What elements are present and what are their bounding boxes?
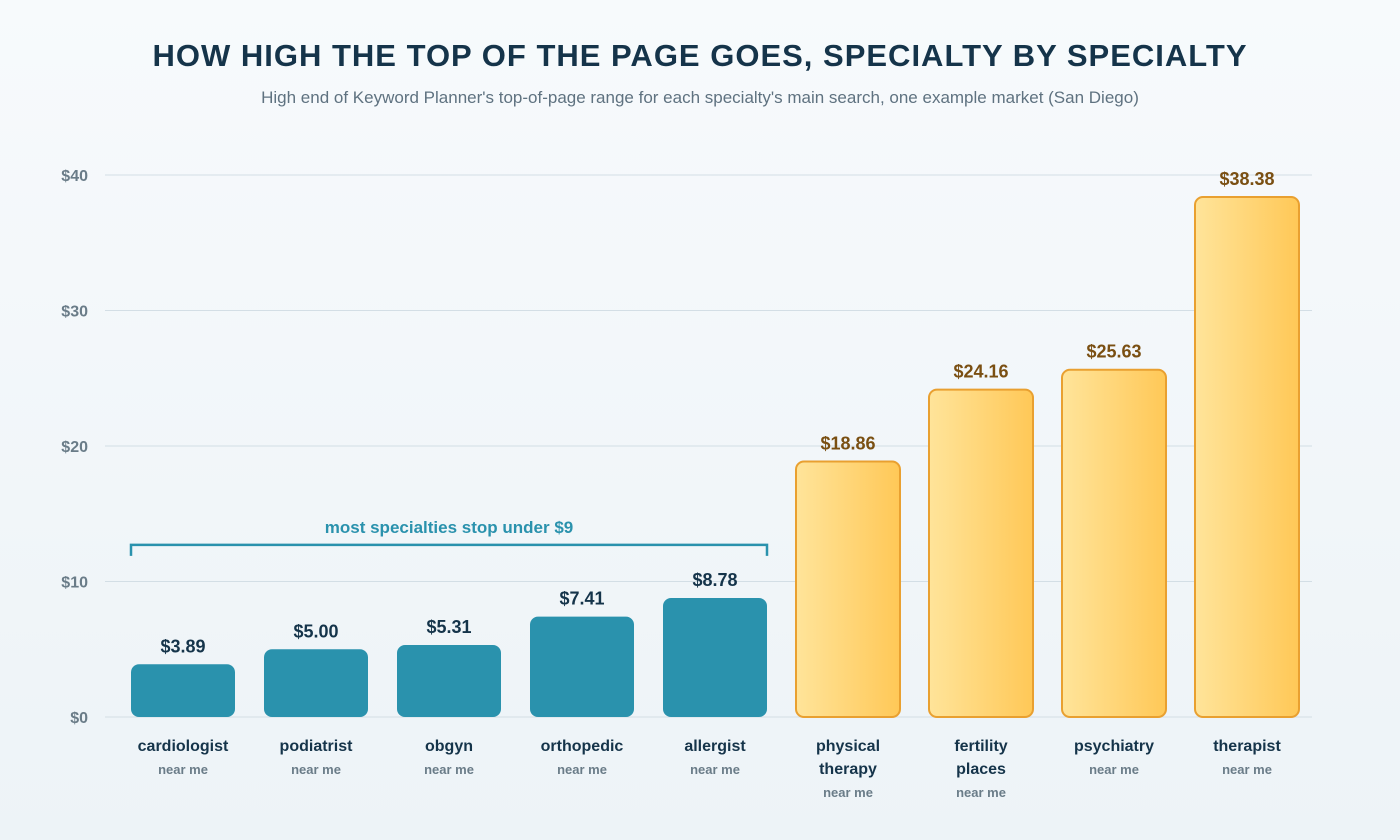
category-label: cardiologist bbox=[138, 738, 229, 755]
category-sublabel: near me bbox=[158, 762, 208, 777]
y-tick-label: $20 bbox=[61, 439, 88, 456]
value-label: $7.41 bbox=[559, 589, 604, 609]
category-sublabel: near me bbox=[1222, 762, 1272, 777]
category-label: therapy bbox=[819, 761, 877, 778]
chart-title: HOW HIGH THE TOP OF THE PAGE GOES, SPECI… bbox=[152, 38, 1248, 73]
category-label: podiatrist bbox=[280, 738, 354, 755]
bar-physical-therapy bbox=[795, 460, 901, 718]
category-label: physical bbox=[816, 738, 880, 755]
value-label: $24.16 bbox=[953, 362, 1008, 382]
value-label: $8.78 bbox=[692, 570, 737, 590]
bar-fertility-places bbox=[928, 388, 1034, 718]
category-sublabel: near me bbox=[1089, 762, 1139, 777]
chart-subtitle: High end of Keyword Planner's top-of-pag… bbox=[261, 88, 1139, 107]
category-label: orthopedic bbox=[541, 738, 624, 755]
bars-layer bbox=[131, 195, 1300, 719]
y-tick-label: $0 bbox=[70, 710, 88, 727]
bar-orthopedic bbox=[530, 616, 634, 717]
category-label: allergist bbox=[684, 738, 746, 755]
bar-podiatrist bbox=[264, 649, 368, 717]
category-sublabel: near me bbox=[956, 785, 1006, 800]
category-label: obgyn bbox=[425, 738, 473, 755]
category-sublabel: near me bbox=[823, 785, 873, 800]
bar-psychiatry bbox=[1061, 368, 1167, 718]
category-label: therapist bbox=[1213, 738, 1281, 755]
bar-cardiologist bbox=[131, 664, 235, 717]
category-sublabel: near me bbox=[291, 762, 341, 777]
bar-obgyn bbox=[397, 645, 501, 717]
value-label: $5.00 bbox=[293, 621, 338, 641]
y-tick-label: $30 bbox=[61, 304, 88, 321]
category-sublabel: near me bbox=[690, 762, 740, 777]
value-label: $38.38 bbox=[1219, 169, 1274, 189]
category-label: psychiatry bbox=[1074, 738, 1154, 755]
category-sublabel: near me bbox=[424, 762, 474, 777]
category-label: fertility bbox=[954, 738, 1007, 755]
category-sublabel: near me bbox=[557, 762, 607, 777]
annotation-bracket bbox=[129, 543, 769, 556]
y-tick-label: $40 bbox=[61, 168, 88, 185]
category-label: places bbox=[956, 761, 1006, 778]
annotation-text: most specialties stop under $9 bbox=[325, 518, 573, 537]
annotation-layer: most specialties stop under $9 bbox=[129, 518, 769, 556]
labels-layer: $3.89 cardiologist near me $5.00 podiatrist n… bbox=[138, 169, 1282, 800]
bar-allergist bbox=[663, 598, 767, 717]
value-label: $5.31 bbox=[426, 617, 471, 637]
y-tick-label: $10 bbox=[61, 575, 88, 592]
value-label: $3.89 bbox=[160, 636, 205, 656]
value-label: $25.63 bbox=[1086, 342, 1141, 362]
value-label: $18.86 bbox=[820, 433, 875, 453]
bar-therapist bbox=[1194, 195, 1300, 719]
